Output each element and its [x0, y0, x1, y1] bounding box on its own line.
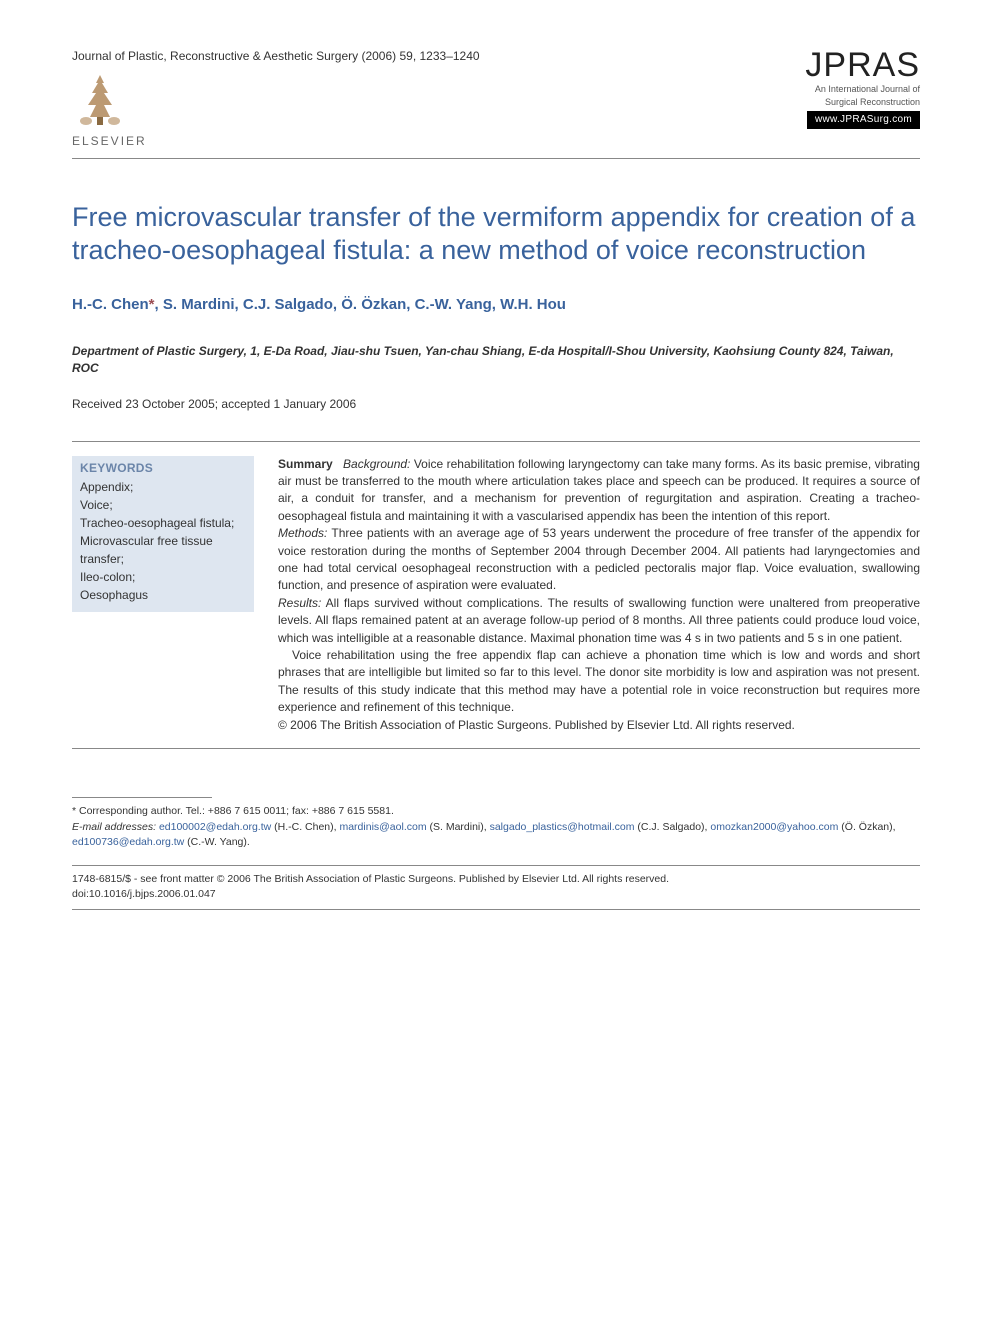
email-link[interactable]: ed100002@edah.org.tw — [159, 821, 271, 833]
background-label: Background: — [343, 457, 410, 471]
keyword-item: Appendix; — [80, 478, 246, 496]
abstract-top-rule — [72, 441, 920, 442]
abstract-methods: Methods: Three patients with an average … — [278, 525, 920, 595]
email-label: E-mail addresses: — [72, 821, 156, 833]
keyword-item: Voice; — [80, 496, 246, 514]
elsevier-logo-block: ELSEVIER — [72, 69, 480, 150]
corresponding-author-note: * Corresponding author. Tel.: +886 7 615… — [72, 804, 920, 820]
journal-citation: Journal of Plastic, Reconstructive & Aes… — [72, 48, 480, 65]
copyright-footer: 1748-6815/$ - see front matter © 2006 Th… — [72, 865, 920, 909]
email-who: (C.J. Salgado), — [635, 821, 711, 833]
jpras-logo: JPRAS An International Journal of Surgic… — [805, 48, 920, 129]
footnotes: * Corresponding author. Tel.: +886 7 615… — [72, 797, 920, 851]
summary-label: Summary — [278, 457, 333, 471]
abstract-conclusion: Voice rehabilitation using the free appe… — [278, 647, 920, 717]
email-link[interactable]: ed100736@edah.org.tw — [72, 836, 184, 848]
results-text: All flaps survived without complications… — [278, 596, 920, 645]
methods-text: Three patients with an average age of 53… — [278, 526, 920, 592]
keyword-item: Ileo-colon; — [80, 568, 246, 586]
abstract-copyright: © 2006 The British Association of Plasti… — [278, 717, 920, 734]
header-rule — [72, 158, 920, 159]
keyword-item: Oesophagus — [80, 586, 246, 604]
jpras-sub1: An International Journal of — [805, 84, 920, 95]
email-who: (H.-C. Chen), — [271, 821, 339, 833]
email-who: (Ö. Özkan), — [838, 821, 895, 833]
page-header: Journal of Plastic, Reconstructive & Aes… — [72, 48, 920, 150]
abstract-results: Results: All flaps survived without comp… — [278, 595, 920, 647]
email-link[interactable]: mardinis@aol.com — [339, 821, 426, 833]
copyright-line: 1748-6815/$ - see front matter © 2006 Th… — [72, 872, 920, 887]
results-label: Results: — [278, 596, 321, 610]
email-link[interactable]: salgado_plastics@hotmail.com — [490, 821, 635, 833]
email-link[interactable]: omozkan2000@yahoo.com — [710, 821, 838, 833]
affiliation: Department of Plastic Surgery, 1, E-Da R… — [72, 343, 920, 378]
author-lead: H.-C. Chen — [72, 296, 149, 313]
abstract-column: Summary Background: Voice rehabilitation… — [278, 456, 920, 734]
jpras-sub2: Surgical Reconstruction — [805, 97, 920, 108]
jpras-acronym: JPRAS — [805, 48, 920, 82]
header-left: Journal of Plastic, Reconstructive & Aes… — [72, 48, 480, 150]
keyword-item: Tracheo-oesophageal fistula; — [80, 514, 246, 532]
article-dates: Received 23 October 2005; accepted 1 Jan… — [72, 396, 920, 413]
email-addresses: E-mail addresses: ed100002@edah.org.tw (… — [72, 820, 920, 852]
author-rest: , S. Mardini, C.J. Salgado, Ö. Özkan, C.… — [155, 296, 566, 313]
elsevier-tree-icon — [72, 69, 128, 129]
author-list: H.-C. Chen*, S. Mardini, C.J. Salgado, Ö… — [72, 294, 920, 315]
keywords-abstract-row: KEYWORDS Appendix; Voice; Tracheo-oesoph… — [72, 456, 920, 734]
methods-label: Methods: — [278, 526, 327, 540]
footnote-rule — [72, 797, 212, 798]
abstract-bottom-rule — [72, 748, 920, 749]
keywords-heading: KEYWORDS — [72, 456, 254, 479]
abstract-background: Summary Background: Voice rehabilitation… — [278, 456, 920, 526]
doi-line: doi:10.1016/j.bjps.2006.01.047 — [72, 887, 920, 902]
keywords-list: Appendix; Voice; Tracheo-oesophageal fis… — [72, 478, 254, 612]
jpras-url[interactable]: www.JPRASurg.com — [807, 111, 920, 129]
keywords-column: KEYWORDS Appendix; Voice; Tracheo-oesoph… — [72, 456, 254, 613]
article-title: Free microvascular transfer of the vermi… — [72, 201, 920, 269]
keyword-item: Microvascular free tissue transfer; — [80, 532, 246, 568]
email-who: (C.-W. Yang). — [184, 836, 250, 848]
elsevier-label: ELSEVIER — [72, 133, 480, 150]
email-who: (S. Mardini), — [427, 821, 490, 833]
